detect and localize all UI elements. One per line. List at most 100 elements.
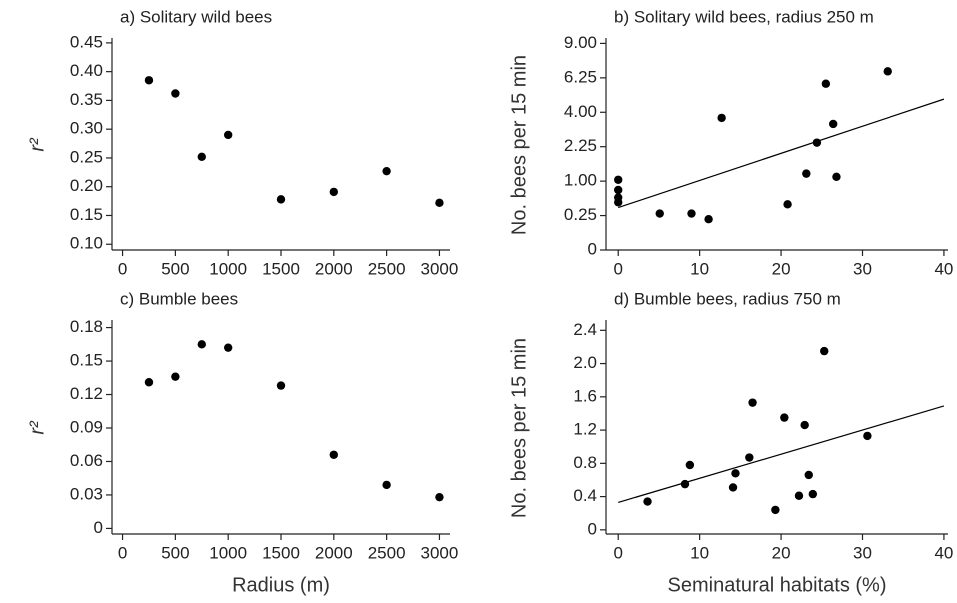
x-tick-label: 10 — [690, 259, 709, 278]
x-axis-label: Radius (m) — [232, 574, 330, 596]
point — [704, 215, 713, 224]
y-tick-label: 2.25 — [564, 136, 597, 155]
y-tick-label: 0.18 — [70, 317, 103, 336]
x-tick-label: 500 — [161, 259, 189, 278]
point — [197, 340, 206, 349]
point — [223, 343, 233, 352]
y-tick-label: 0.25 — [70, 147, 103, 166]
y-tick-label: 0.20 — [70, 176, 103, 195]
y-axis-label: No. bees per 15 min — [508, 55, 530, 235]
point — [820, 346, 829, 356]
panel-title: b) Solitary wild bees, radius 250 m — [614, 7, 874, 26]
y-axis-label: r² — [26, 420, 48, 435]
y-tick-label: 1.00 — [564, 171, 597, 190]
point — [745, 453, 754, 462]
x-tick-label: 0 — [118, 259, 127, 278]
panel-title: d) Bumble bees, radius 750 m — [614, 289, 841, 308]
y-axis-label: No. bees per 15 min — [508, 338, 530, 518]
x-tick-label: 2500 — [368, 259, 406, 278]
x-tick-label: 30 — [853, 259, 872, 278]
point — [223, 130, 233, 140]
y-tick-label: 0 — [588, 519, 597, 538]
point — [728, 483, 738, 492]
point — [329, 187, 339, 197]
point — [435, 492, 444, 502]
point — [144, 76, 154, 85]
y-tick-label: 0.06 — [70, 451, 103, 470]
x-tick-label: 3000 — [421, 259, 459, 278]
y-tick-label: 0.4 — [573, 486, 597, 505]
point — [883, 67, 892, 76]
point — [197, 152, 206, 161]
point — [804, 470, 813, 480]
point — [435, 198, 444, 208]
y-tick-label: 0.35 — [70, 90, 103, 109]
fit-line — [618, 98, 945, 209]
y-tick-label: 0.15 — [70, 351, 103, 370]
point — [382, 480, 391, 490]
point — [685, 460, 695, 470]
y-tick-label: 0 — [94, 518, 103, 537]
point — [731, 469, 740, 478]
y-tick-label: 1.6 — [573, 386, 597, 405]
y-tick-label: 0 — [588, 239, 597, 258]
x-tick-label: 1000 — [209, 543, 247, 562]
point — [171, 89, 180, 98]
point — [643, 497, 652, 506]
point — [329, 450, 339, 459]
point — [863, 431, 872, 441]
y-tick-label: 0.12 — [70, 384, 103, 403]
point — [655, 209, 664, 218]
panel-title: a) Solitary wild bees — [120, 7, 272, 26]
point — [832, 172, 841, 181]
y-tick-label: 0.8 — [573, 453, 597, 472]
y-tick-label: 0.10 — [70, 234, 103, 253]
point — [808, 489, 818, 499]
x-tick-label: 20 — [772, 259, 791, 278]
y-tick-label: 4.00 — [564, 102, 597, 121]
x-tick-label: 0 — [613, 543, 622, 562]
x-tick-label: 1000 — [209, 259, 247, 278]
x-tick-label: 2000 — [315, 259, 353, 278]
point — [717, 113, 726, 123]
point — [614, 175, 623, 184]
x-tick-label: 20 — [772, 543, 791, 562]
x-tick-label: 40 — [934, 543, 953, 562]
y-tick-label: 0.30 — [70, 119, 103, 138]
point — [771, 505, 780, 515]
y-axis-label: r² — [26, 137, 48, 152]
y-tick-label: 1.2 — [573, 420, 597, 439]
fit-line — [618, 405, 945, 503]
point — [687, 209, 696, 218]
x-axis-label: Seminatural habitats (%) — [668, 574, 887, 596]
y-tick-label: 2.0 — [573, 353, 597, 372]
y-tick-label: 0.45 — [70, 32, 103, 51]
y-tick-label: 2.4 — [573, 320, 597, 339]
x-tick-label: 0 — [613, 259, 622, 278]
x-tick-label: 10 — [690, 543, 709, 562]
y-tick-label: 6.25 — [564, 67, 597, 86]
point — [800, 420, 809, 430]
x-tick-label: 2500 — [368, 543, 406, 562]
x-tick-label: 40 — [934, 259, 953, 278]
point — [794, 491, 804, 500]
x-tick-label: 500 — [161, 543, 189, 562]
point — [171, 372, 180, 381]
point — [144, 378, 154, 387]
point — [780, 413, 789, 422]
point — [276, 381, 286, 390]
point — [614, 185, 623, 195]
y-tick-label: 0.25 — [564, 205, 597, 224]
point — [828, 119, 838, 129]
x-tick-label: 30 — [853, 543, 872, 562]
x-tick-label: 1500 — [262, 259, 300, 278]
point — [748, 398, 757, 407]
point — [276, 195, 286, 204]
y-tick-label: 0.15 — [70, 205, 103, 224]
point — [821, 79, 831, 88]
y-tick-label: 0.03 — [70, 484, 103, 503]
x-tick-label: 2000 — [315, 543, 353, 562]
y-tick-label: 0.09 — [70, 417, 103, 436]
y-tick-label: 0.40 — [70, 61, 103, 80]
